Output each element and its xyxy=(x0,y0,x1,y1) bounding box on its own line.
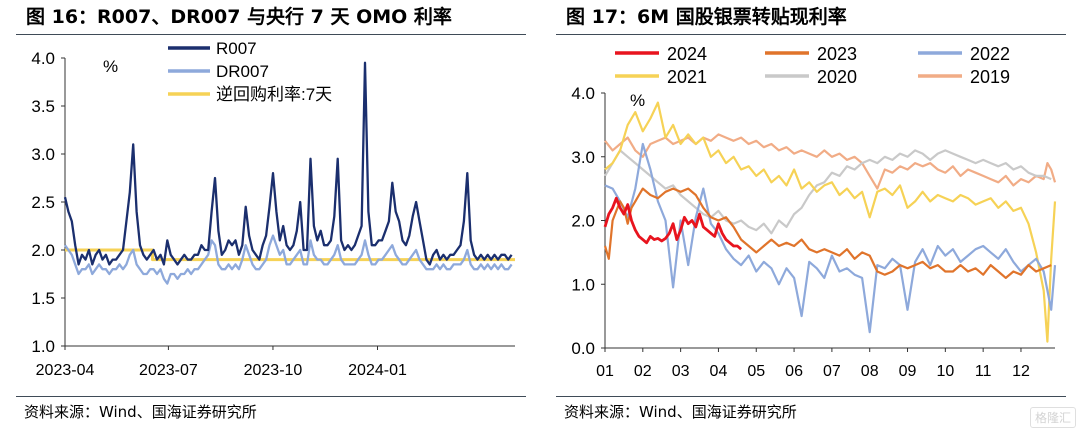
legend-label-7: 逆回购利率:7天 xyxy=(216,85,332,104)
series-line-2019 xyxy=(604,133,1057,190)
y-tick-label: 3.5 xyxy=(31,97,55,116)
unit-label: % xyxy=(103,57,118,76)
right-source-note: 资料来源：Wind、国海证券研究所 xyxy=(564,403,797,421)
x-tick-label: 01 xyxy=(596,363,614,380)
watermark-logo: 格隆汇 xyxy=(1029,407,1076,428)
series-line-7 xyxy=(65,248,515,262)
y-tick-label: 1.0 xyxy=(571,275,595,294)
x-tick-label: 2023-07 xyxy=(139,362,198,379)
y-tick-label: 3.0 xyxy=(571,148,595,167)
left-chart-title: 图 16：R007、DR007 与央行 7 天 OMO 利率 xyxy=(26,6,452,28)
x-tick-label: 2024-01 xyxy=(348,362,407,379)
x-tick-label: 08 xyxy=(861,363,879,380)
left-line-chart: 1.0 1.5 2.0 2.5 3.0 3.5 4.0 2023-04 2023-07 2023-… xyxy=(31,39,515,379)
x-tick-label: 05 xyxy=(747,363,765,380)
right-chart-panel: 图 17：6M 国股银票转贴现利率 0.0 1.0 2.0 3.0 4.0 01 02 03 0… xyxy=(540,0,1080,432)
y-tick-label: 2.0 xyxy=(571,212,595,231)
right-chart-title: 图 17：6M 国股银票转贴现利率 xyxy=(566,6,847,28)
x-tick-label: 03 xyxy=(672,363,690,380)
x-tick-label: 2023-04 xyxy=(36,362,95,379)
series-line-2020 xyxy=(604,149,1052,235)
series-line-2024 xyxy=(603,196,743,251)
x-tick-label: 2023-10 xyxy=(244,362,303,379)
x-tick-label: 07 xyxy=(823,363,841,380)
series-line-2021 xyxy=(604,101,1057,343)
x-tick-label: 04 xyxy=(710,363,728,380)
series-line-2022 xyxy=(604,142,1057,334)
right-title-rule xyxy=(556,34,1066,35)
left-chart-panel: 图 16：R007、DR007 与央行 7 天 OMO 利率 1.0 1.5 2.0… xyxy=(16,6,526,421)
y-tick-label: 3.0 xyxy=(31,145,55,164)
legend-label-dr007: DR007 xyxy=(216,62,269,81)
unit-label: % xyxy=(630,91,645,110)
right-line-chart: 0.0 1.0 2.0 3.0 4.0 01 02 03 04 05 06 07 08 09 10 11 12%… xyxy=(571,44,1057,380)
y-tick-label: 1.5 xyxy=(31,289,55,308)
legend-label-r007: R007 xyxy=(216,39,257,58)
x-tick-label: 11 xyxy=(975,363,992,380)
series-line-r007 xyxy=(63,61,513,266)
x-tick-label: 10 xyxy=(936,363,954,380)
legend-label-2020: 2020 xyxy=(817,67,857,87)
x-tick-label: 09 xyxy=(899,363,917,380)
legend-label-2024: 2024 xyxy=(667,44,707,64)
left-source-rule xyxy=(16,396,526,397)
series-line-2023 xyxy=(603,187,1052,279)
x-tick-label: 12 xyxy=(1012,363,1030,380)
x-tick-label: 02 xyxy=(634,363,652,380)
legend-label-2022: 2022 xyxy=(970,44,1010,64)
left-source-note: 资料来源：Wind、国海证券研究所 xyxy=(24,403,257,421)
y-tick-label: 0.0 xyxy=(571,339,595,358)
legend-label-2023: 2023 xyxy=(817,44,857,64)
legend-label-2021: 2021 xyxy=(667,67,707,87)
y-tick-label: 2.0 xyxy=(31,241,55,260)
y-tick-label: 1.0 xyxy=(31,337,55,356)
legend-label-2019: 2019 xyxy=(970,67,1010,87)
x-tick-label: 06 xyxy=(785,363,803,380)
left-title-rule xyxy=(16,34,526,35)
y-tick-label: 4.0 xyxy=(571,84,595,103)
right-source-rule xyxy=(556,396,1066,397)
y-tick-label: 4.0 xyxy=(31,49,55,68)
y-tick-label: 2.5 xyxy=(31,193,55,212)
series-line-dr007 xyxy=(64,234,513,285)
